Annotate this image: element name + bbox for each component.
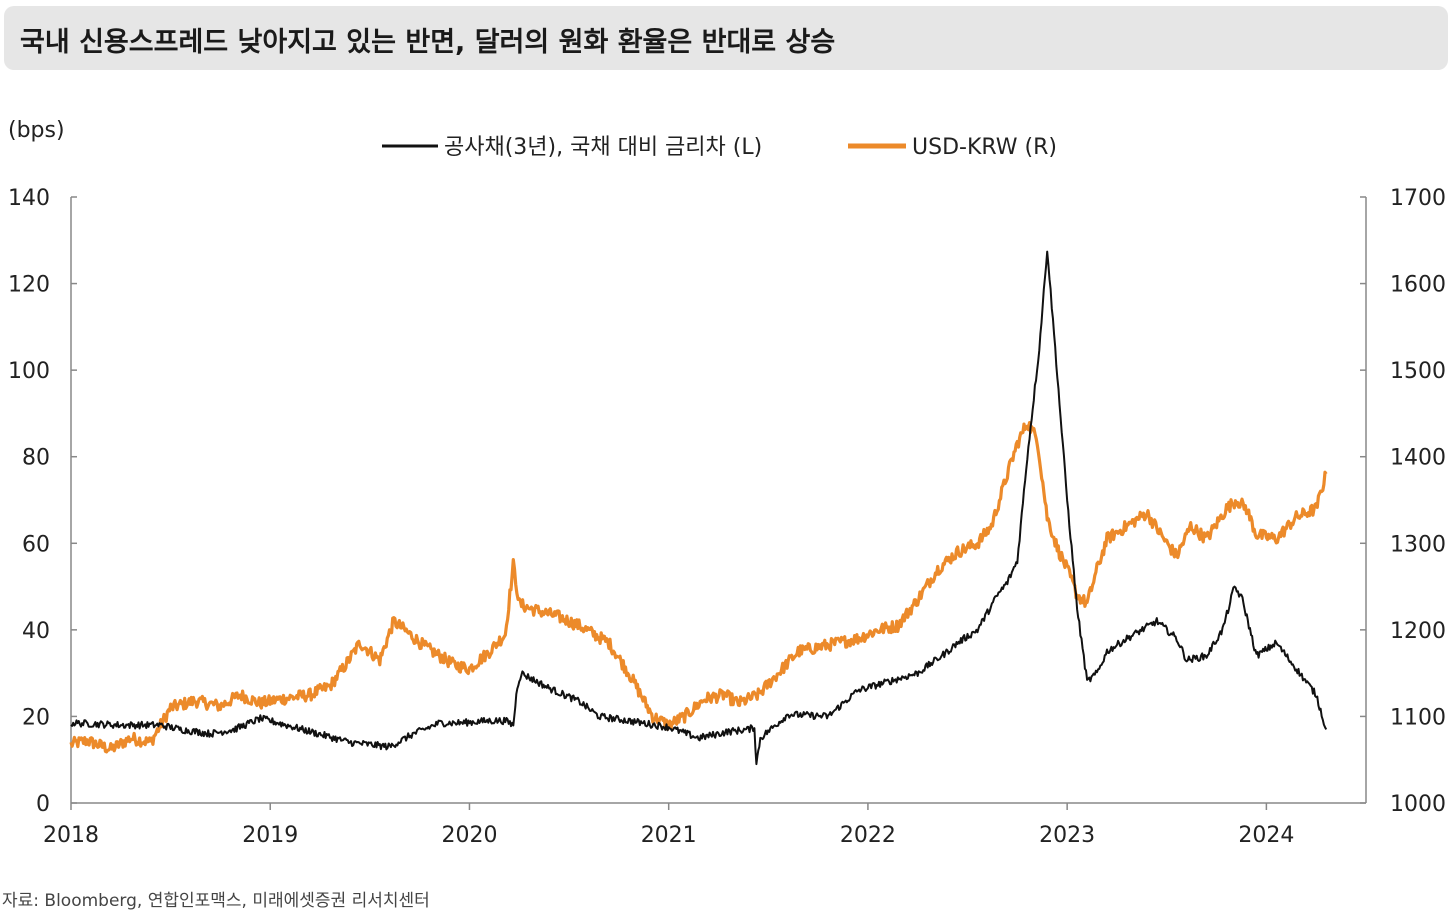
- right-tick-label: 1400: [1390, 446, 1446, 471]
- chart-title: 국내 신용스프레드 낮아지고 있는 반면, 달러의 원화 환율은 반대로 상승: [20, 27, 836, 58]
- source-note: 자료: Bloomberg, 연합인포맥스, 미래에셋증권 리서치센터: [2, 891, 430, 911]
- x-tick-label: 2022: [840, 823, 896, 848]
- axes-layer: 0 20 40 60 80 100 120 140 1000 1100 1200 1300 1400 15…: [8, 186, 1446, 848]
- left-tick-label: 100: [8, 359, 50, 384]
- x-tick-label: 2024: [1238, 823, 1294, 848]
- right-tick-label: 1200: [1390, 619, 1446, 644]
- left-tick-label: 40: [22, 619, 50, 644]
- left-tick-label: 80: [22, 446, 50, 471]
- legend: 공사채(3년), 국채 대비 금리차 (L) USD-KRW (R): [382, 135, 1057, 160]
- left-axis-unit-label: (bps): [8, 118, 65, 143]
- right-tick-label: 1300: [1390, 532, 1446, 557]
- right-tick-label: 1500: [1390, 359, 1446, 384]
- x-tick-label: 2021: [641, 823, 697, 848]
- left-tick-label: 120: [8, 273, 50, 298]
- x-tick-label: 2018: [43, 823, 99, 848]
- title-bar: 국내 신용스프레드 낮아지고 있는 반면, 달러의 원화 환율은 반대로 상승: [4, 6, 1448, 70]
- left-tick-label: 140: [8, 186, 50, 211]
- x-tick-label: 2019: [242, 823, 298, 848]
- series-line-spread: [70, 250, 1328, 766]
- left-tick-label: 20: [22, 705, 50, 730]
- series-layer: [69, 250, 1328, 766]
- x-tick-label: 2023: [1039, 823, 1095, 848]
- right-tick-label: 1600: [1390, 273, 1446, 298]
- legend-label-spread: 공사채(3년), 국채 대비 금리차 (L): [444, 135, 762, 160]
- left-tick-label: 0: [36, 792, 50, 817]
- right-tick-label: 1000: [1390, 792, 1446, 817]
- right-tick-label: 1700: [1390, 186, 1446, 211]
- legend-label-usdkrw: USD-KRW (R): [912, 135, 1057, 160]
- right-tick-label: 1100: [1390, 705, 1446, 730]
- left-tick-label: 60: [22, 532, 50, 557]
- x-tick-label: 2020: [441, 823, 497, 848]
- series-line-usdkrw: [69, 421, 1328, 754]
